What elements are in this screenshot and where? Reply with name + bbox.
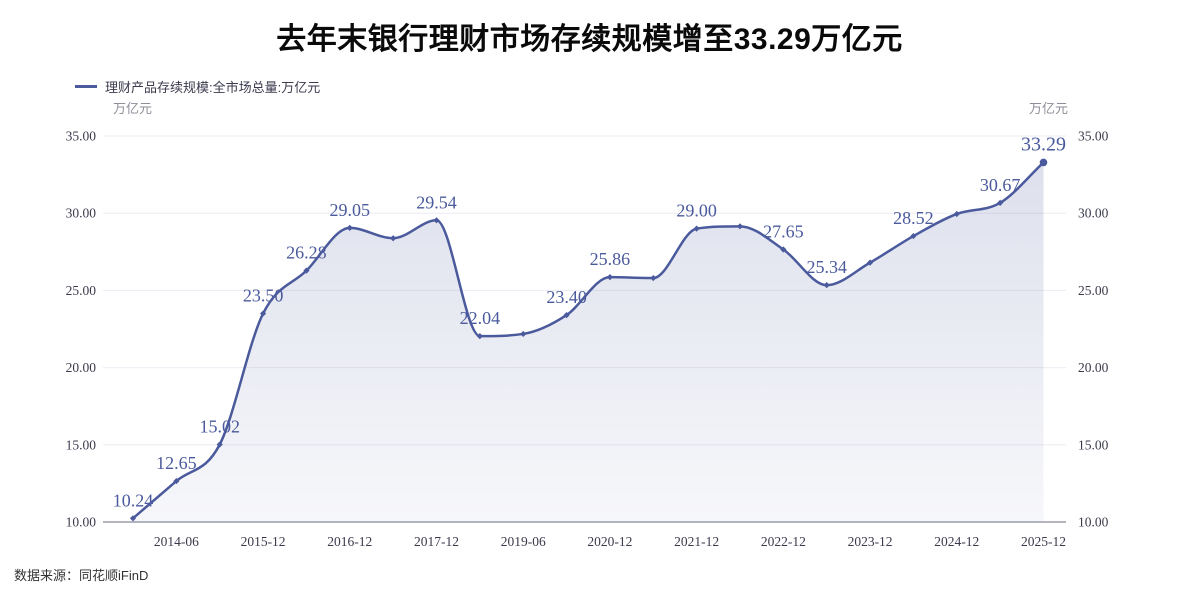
- data-source-note: 数据来源：同花顺iFinD: [14, 568, 149, 583]
- data-point-marker: [997, 199, 1004, 206]
- value-label: 30.67: [980, 175, 1021, 195]
- x-axis-labels: 2014-06 2015-12 2016-12 2017-12 2019-06 2020-…: [154, 534, 1066, 549]
- data-point-marker: [606, 274, 614, 281]
- x-tick-label: 2015-12: [241, 534, 286, 549]
- y-tick-label: 25.00: [1078, 283, 1109, 298]
- value-label: 10.24: [113, 490, 154, 510]
- value-label: 29.00: [676, 201, 717, 221]
- data-point-marker: [259, 310, 267, 317]
- value-label: 29.54: [416, 192, 457, 212]
- x-tick-label: 2023-12: [848, 534, 893, 549]
- y-axis-unit-left: 万亿元: [113, 101, 153, 116]
- data-point-marker: [216, 441, 223, 448]
- data-point-marker: [866, 259, 874, 266]
- value-label: 25.86: [590, 249, 631, 269]
- value-label: 22.04: [460, 308, 501, 328]
- y-tick-label: 20.00: [66, 360, 97, 375]
- data-point-marker: [173, 477, 180, 485]
- y-tick-label: 10.00: [1078, 515, 1109, 530]
- x-tick-label: 2021-12: [674, 534, 719, 549]
- y-tick-label: 35.00: [1078, 129, 1109, 144]
- y-tick-label: 35.00: [66, 129, 97, 144]
- data-point-marker: [910, 232, 917, 240]
- data-point-marker: [346, 224, 353, 231]
- data-point-marker: [129, 515, 137, 522]
- x-tick-label: 2024-12: [934, 534, 979, 549]
- data-point-marker: [953, 210, 960, 218]
- x-tick-label: 2016-12: [327, 534, 372, 549]
- y-tick-label: 25.00: [66, 283, 97, 298]
- data-point-markers: [129, 158, 1048, 522]
- data-point-marker: [390, 235, 397, 242]
- value-label: 15.02: [199, 416, 240, 436]
- x-tick-label: 2017-12: [414, 534, 459, 549]
- y-axis-labels-left: 10.00 15.00 20.00 25.00 30.00 35.00: [66, 129, 97, 530]
- value-label: 33.29: [1021, 133, 1066, 155]
- value-label: 27.65: [763, 221, 804, 241]
- y-tick-label: 15.00: [1078, 437, 1109, 452]
- y-axis-labels-right: 10.00 15.00 20.00 25.00 30.00 35.00: [1078, 129, 1109, 530]
- value-label: 28.52: [893, 208, 934, 228]
- data-point-marker: [1039, 158, 1048, 167]
- value-label: 23.50: [243, 286, 284, 306]
- data-point-marker: [476, 333, 483, 340]
- data-point-marker: [303, 267, 310, 274]
- y-tick-label: 30.00: [1078, 206, 1109, 221]
- value-label: 12.65: [156, 453, 197, 473]
- series-area: [133, 162, 1044, 522]
- data-point-marker: [693, 225, 700, 232]
- x-tick-label: 2025-12: [1021, 534, 1066, 549]
- data-point-marker: [650, 274, 657, 282]
- chart-title: 去年末银行理财市场存续规模增至33.29万亿元: [276, 23, 903, 56]
- y-tick-label: 15.00: [66, 437, 97, 452]
- y-tick-label: 10.00: [66, 515, 97, 530]
- value-label: 26.28: [286, 243, 327, 263]
- legend-label: 理财产品存续规模:全市场总量:万亿元: [105, 79, 321, 95]
- value-label: 25.34: [806, 257, 847, 277]
- value-label: 29.05: [330, 200, 371, 220]
- x-tick-label: 2014-06: [154, 534, 199, 549]
- x-tick-label: 2022-12: [761, 534, 806, 549]
- data-point-marker: [780, 246, 787, 253]
- data-point-marker: [520, 330, 527, 338]
- data-point-marker: [563, 312, 570, 319]
- data-point-marker: [433, 217, 440, 224]
- y-axis-unit-right: 万亿元: [1028, 101, 1068, 116]
- data-point-marker: [736, 223, 744, 230]
- y-tick-label: 30.00: [66, 206, 97, 221]
- legend-line-swatch-icon: [75, 84, 97, 88]
- legend: 理财产品存续规模:全市场总量:万亿元: [75, 78, 321, 95]
- value-label: 23.40: [546, 287, 587, 307]
- y-tick-label: 20.00: [1078, 360, 1109, 375]
- data-point-marker: [823, 282, 830, 289]
- x-tick-label: 2019-06: [501, 534, 546, 549]
- x-tick-label: 2020-12: [587, 534, 632, 549]
